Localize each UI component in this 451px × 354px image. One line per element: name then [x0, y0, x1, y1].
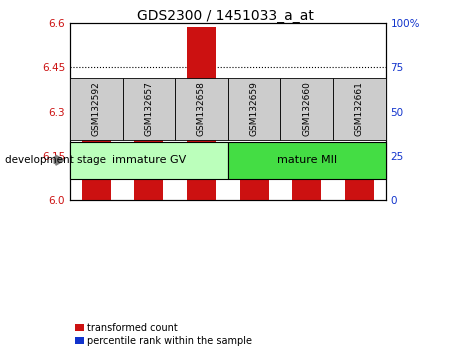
Bar	[239, 169, 268, 200]
Text: mature MII: mature MII	[276, 155, 337, 165]
Bar	[292, 149, 321, 200]
Point	[250, 95, 258, 100]
Bar	[123, 78, 175, 140]
Bar	[281, 78, 333, 140]
Text: GDS2300 / 1451033_a_at: GDS2300 / 1451033_a_at	[137, 9, 314, 23]
Bar	[228, 78, 281, 140]
Text: GSM132660: GSM132660	[302, 81, 311, 136]
Bar	[345, 169, 374, 200]
FancyArrow shape	[54, 155, 64, 165]
Text: GSM132661: GSM132661	[355, 81, 364, 136]
Text: GSM132657: GSM132657	[144, 81, 153, 136]
Bar	[187, 27, 216, 200]
Point	[356, 95, 363, 100]
Bar	[70, 142, 228, 179]
Text: immature GV: immature GV	[112, 155, 186, 165]
Text: development stage: development stage	[5, 155, 106, 165]
Point	[145, 105, 152, 111]
Bar	[70, 78, 123, 140]
Point	[303, 93, 310, 98]
Bar	[175, 78, 228, 140]
Point	[92, 107, 100, 113]
Bar	[82, 116, 110, 200]
Text: GSM132592: GSM132592	[92, 81, 101, 136]
Bar	[333, 78, 386, 140]
Bar	[134, 110, 163, 200]
Bar	[228, 142, 386, 179]
Text: GSM132659: GSM132659	[249, 81, 258, 136]
Legend: transformed count, percentile rank within the sample: transformed count, percentile rank withi…	[75, 323, 253, 346]
Point	[198, 98, 205, 104]
Text: GSM132658: GSM132658	[197, 81, 206, 136]
